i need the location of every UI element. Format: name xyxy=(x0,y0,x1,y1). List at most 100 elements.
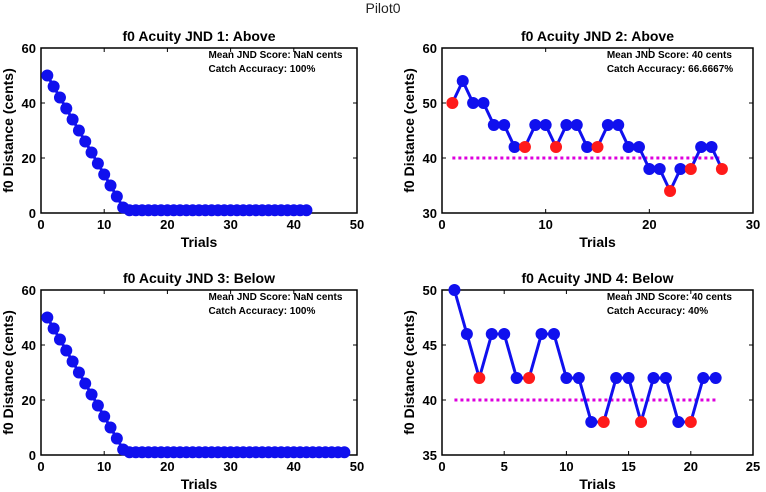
data-point xyxy=(672,416,685,428)
data-point xyxy=(498,328,511,340)
data-point xyxy=(612,119,625,131)
y-axis-label: f0 Distance (cents) xyxy=(401,310,417,434)
data-point xyxy=(47,322,60,335)
x-tick-label: 30 xyxy=(746,217,760,232)
y-tick-label: 50 xyxy=(423,283,437,298)
y-axis-label: f0 Distance (cents) xyxy=(401,68,417,192)
data-point xyxy=(53,91,66,104)
catch-point xyxy=(591,141,604,153)
data-point xyxy=(510,372,523,384)
data-point xyxy=(485,328,498,340)
data-point xyxy=(47,80,60,93)
catch-point xyxy=(446,97,459,109)
data-point xyxy=(572,372,585,384)
data-point xyxy=(85,388,98,401)
data-point xyxy=(622,372,635,384)
data-point xyxy=(91,157,104,170)
y-tick-label: 60 xyxy=(22,41,36,56)
x-tick-label: 20 xyxy=(684,459,698,474)
data-point xyxy=(41,311,54,324)
data-point xyxy=(695,141,708,153)
data-point xyxy=(508,141,521,153)
x-tick-label: 0 xyxy=(37,217,44,232)
x-axis-label: Trials xyxy=(579,234,616,250)
y-tick-label: 40 xyxy=(22,338,36,353)
data-point xyxy=(85,146,98,159)
data-point xyxy=(104,179,117,192)
x-tick-label: 40 xyxy=(287,459,301,474)
data-point xyxy=(610,372,623,384)
catch-point xyxy=(684,163,697,175)
plot-area xyxy=(40,47,358,214)
data-point xyxy=(547,328,560,340)
annotation: Catch Accuracy: 100% xyxy=(208,64,315,75)
catch-point xyxy=(664,185,677,197)
y-tick-label: 40 xyxy=(22,96,36,111)
data-point xyxy=(110,432,123,445)
annotation: Catch Accuracy: 40% xyxy=(607,306,708,317)
data-point xyxy=(41,69,54,82)
data-point xyxy=(98,410,111,423)
data-point xyxy=(560,119,573,131)
data-point xyxy=(79,377,92,390)
data-point xyxy=(674,163,687,175)
x-tick-label: 10 xyxy=(538,217,552,232)
figure-title: Pilot0 xyxy=(365,0,401,16)
y-tick-label: 60 xyxy=(423,41,437,56)
chart-title: f0 Acuity JND 1: Above xyxy=(123,28,276,44)
data-point xyxy=(456,75,469,87)
data-point xyxy=(91,399,104,412)
x-tick-label: 20 xyxy=(160,459,174,474)
data-point xyxy=(697,372,710,384)
x-tick-label: 30 xyxy=(223,217,237,232)
x-axis-label: Trials xyxy=(579,476,616,492)
data-point xyxy=(60,344,73,357)
chart-title: f0 Acuity JND 2: Above xyxy=(521,28,674,44)
chart-title: f0 Acuity JND 3: Below xyxy=(123,270,275,286)
y-tick-label: 0 xyxy=(29,206,36,221)
data-point xyxy=(498,119,511,131)
y-tick-label: 20 xyxy=(22,393,36,408)
x-tick-label: 0 xyxy=(438,217,445,232)
x-tick-label: 0 xyxy=(438,459,445,474)
catch-point xyxy=(473,372,486,384)
catch-point xyxy=(684,416,697,428)
catch-point xyxy=(715,163,728,175)
data-point xyxy=(72,124,85,137)
data-point xyxy=(98,168,111,181)
x-axis-label: Trials xyxy=(181,476,218,492)
y-tick-label: 40 xyxy=(423,393,437,408)
x-tick-label: 50 xyxy=(350,459,364,474)
chart-2: f0 Acuity JND 2: Above 0 10 20 30 30 40 50 60 Tri… xyxy=(401,28,760,250)
data-point xyxy=(66,355,79,368)
data-point xyxy=(632,141,645,153)
data-point xyxy=(300,204,313,217)
catch-point xyxy=(635,416,648,428)
x-tick-label: 20 xyxy=(160,217,174,232)
annotation: Mean JND Score: NaN cents xyxy=(208,292,342,303)
data-point xyxy=(338,446,351,459)
y-tick-label: 40 xyxy=(423,151,437,166)
data-point xyxy=(560,372,573,384)
x-tick-label: 50 xyxy=(350,217,364,232)
data-point xyxy=(477,97,490,109)
chart-title: f0 Acuity JND 4: Below xyxy=(522,270,674,286)
y-tick-label: 35 xyxy=(423,448,437,463)
x-tick-label: 10 xyxy=(559,459,573,474)
x-tick-label: 0 xyxy=(37,459,44,474)
x-tick-label: 15 xyxy=(621,459,635,474)
x-tick-label: 25 xyxy=(746,459,760,474)
y-tick-label: 0 xyxy=(29,448,36,463)
y-tick-label: 20 xyxy=(22,151,36,166)
data-point xyxy=(585,416,598,428)
data-point xyxy=(643,163,656,175)
data-point xyxy=(460,328,473,340)
data-point xyxy=(705,141,718,153)
x-tick-label: 30 xyxy=(223,459,237,474)
plot-area xyxy=(40,289,358,456)
catch-point xyxy=(518,141,531,153)
catch-point xyxy=(597,416,610,428)
y-axis-label: f0 Distance (cents) xyxy=(0,68,16,192)
y-tick-label: 30 xyxy=(423,206,437,221)
x-axis-label: Trials xyxy=(181,234,218,250)
